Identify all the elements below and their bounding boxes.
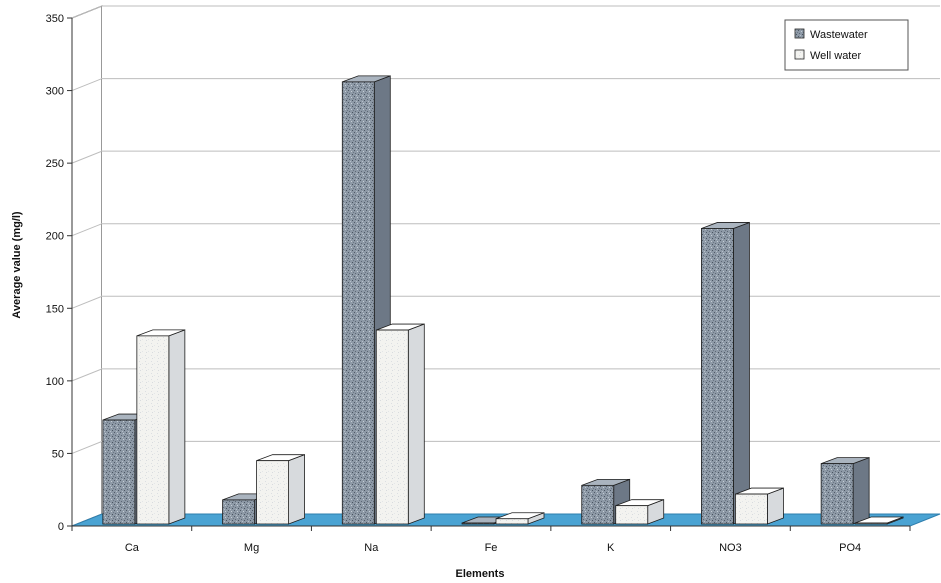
legend-label-wastewater: Wastewater <box>810 29 868 41</box>
bar <box>461 522 495 525</box>
bar <box>735 493 768 525</box>
gridlines <box>71 5 940 527</box>
legend-swatch-well-water <box>794 49 805 60</box>
y-tick-label: 300 <box>46 86 64 98</box>
side-wall <box>71 5 103 527</box>
gridline <box>71 150 940 164</box>
bar <box>222 499 255 525</box>
gridline <box>71 5 940 19</box>
bar-side <box>288 454 305 525</box>
bar <box>102 419 136 525</box>
gridline <box>71 368 940 382</box>
y-tick-label: 100 <box>46 376 64 388</box>
bar <box>341 81 375 525</box>
bar <box>136 335 170 525</box>
bar <box>581 484 615 525</box>
y-axis-title: Average value (mg/l) <box>11 211 23 319</box>
x-axis-title: Elements <box>456 568 505 580</box>
x-tick-label: Fe <box>485 542 498 554</box>
back-wall <box>102 6 940 514</box>
y-tick-label: 200 <box>46 231 64 243</box>
gridline <box>71 295 940 309</box>
y-tick-label: 50 <box>52 448 64 460</box>
y-tick-label: 150 <box>46 303 64 315</box>
bar <box>854 522 888 525</box>
x-tick-labels: Ca Mg Na Fe K NO3 PO4 <box>71 526 911 554</box>
gridline <box>71 440 940 454</box>
y-tick-label: 0 <box>58 521 64 533</box>
bar <box>256 460 289 525</box>
y-tick-label: 350 <box>46 13 64 25</box>
bar <box>820 463 854 525</box>
bars <box>102 75 904 525</box>
legend: Wastewater Well water <box>784 19 909 71</box>
gridline <box>71 78 940 92</box>
gridline <box>71 223 940 237</box>
axes <box>71 18 910 527</box>
x-tick-label: Na <box>364 542 379 554</box>
y-tick-label: 250 <box>46 158 64 170</box>
x-tick-label: PO4 <box>839 542 861 554</box>
x-tick-label: Mg <box>244 542 259 554</box>
x-tick-label: NO3 <box>719 542 742 554</box>
bar <box>701 228 734 525</box>
legend-swatch-wastewater <box>794 28 805 39</box>
x-tick-label: K <box>607 542 615 554</box>
x-tick-label: Ca <box>125 542 140 554</box>
bar <box>615 505 649 525</box>
legend-box <box>784 19 909 71</box>
bar <box>495 518 529 525</box>
bar-side <box>733 221 750 525</box>
y-tick-labels: 0 50 100 150 200 250 300 350 <box>46 13 72 533</box>
bar-side <box>168 329 186 525</box>
bar <box>375 329 409 525</box>
plot-walls <box>71 5 940 527</box>
bar-side <box>407 323 425 525</box>
bar-side <box>852 457 870 525</box>
legend-label-well-water: Well water <box>810 50 861 62</box>
